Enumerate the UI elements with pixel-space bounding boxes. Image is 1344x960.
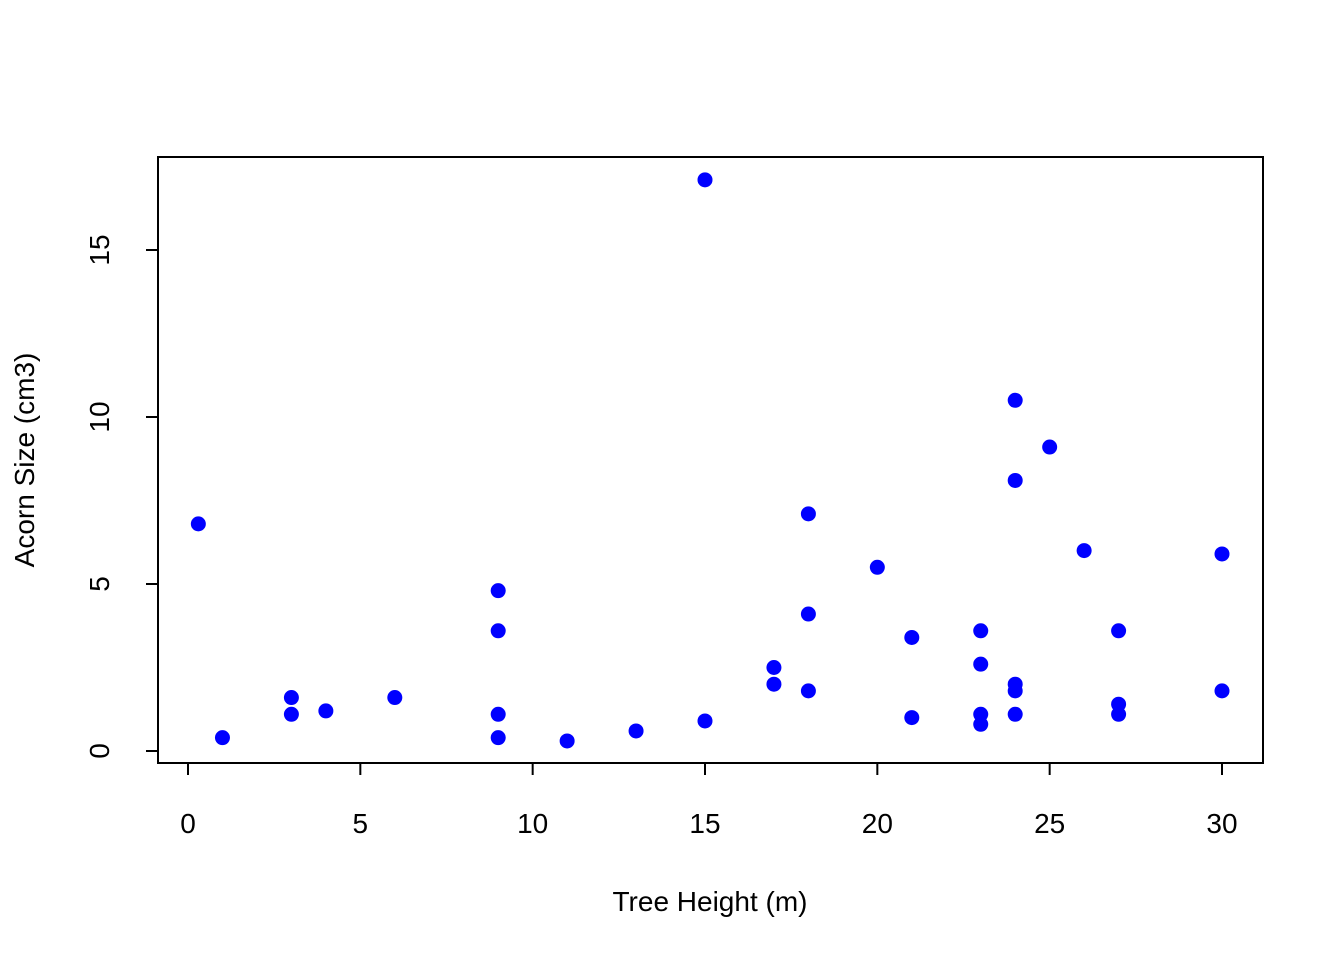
- data-point: [1111, 623, 1127, 639]
- data-point: [1007, 472, 1023, 488]
- plot-frame: [157, 156, 1264, 764]
- data-points: [190, 172, 1230, 749]
- data-point: [283, 706, 299, 722]
- data-point: [490, 623, 506, 639]
- x-tick-label: 5: [353, 808, 369, 839]
- data-point: [800, 506, 816, 522]
- data-point: [973, 623, 989, 639]
- data-point: [387, 690, 403, 706]
- data-point: [697, 172, 713, 188]
- y-axis: 0 5 10 15: [84, 234, 159, 759]
- data-point: [1007, 683, 1023, 699]
- data-point: [1007, 706, 1023, 722]
- data-point: [1007, 392, 1023, 408]
- y-tick-label: 5: [84, 576, 115, 592]
- data-point: [800, 683, 816, 699]
- x-axis: 0 5 10 15 20 25 30: [180, 762, 1238, 839]
- data-point: [214, 730, 230, 746]
- data-point: [904, 710, 920, 726]
- data-point: [490, 706, 506, 722]
- data-point: [766, 660, 782, 675]
- data-point: [1111, 706, 1127, 722]
- data-point: [973, 656, 989, 672]
- data-point: [490, 583, 506, 599]
- x-tick-label: 15: [689, 808, 720, 839]
- y-tick-label: 15: [84, 234, 115, 265]
- data-point: [869, 559, 885, 575]
- data-point: [697, 713, 713, 729]
- data-point: [318, 703, 334, 719]
- y-axis-title: Acorn Size (cm3): [9, 353, 40, 568]
- data-point: [628, 723, 644, 739]
- data-point: [283, 690, 299, 706]
- x-tick-label: 10: [517, 808, 548, 839]
- data-point: [490, 730, 506, 746]
- y-tick-label: 0: [84, 743, 115, 759]
- x-tick-label: 0: [180, 808, 196, 839]
- data-point: [190, 516, 206, 532]
- x-tick-label: 30: [1206, 808, 1237, 839]
- data-point: [1076, 543, 1092, 559]
- x-tick-label: 25: [1034, 808, 1065, 839]
- x-tick-label: 20: [862, 808, 893, 839]
- data-point: [904, 629, 920, 645]
- data-point: [973, 716, 989, 732]
- data-point: [1214, 546, 1230, 562]
- x-axis-title: Tree Height (m): [612, 886, 807, 917]
- data-point: [1214, 683, 1230, 699]
- y-tick-label: 10: [84, 401, 115, 432]
- data-point: [800, 606, 816, 622]
- data-point: [559, 733, 575, 749]
- data-point: [766, 676, 782, 692]
- data-point: [1042, 439, 1058, 455]
